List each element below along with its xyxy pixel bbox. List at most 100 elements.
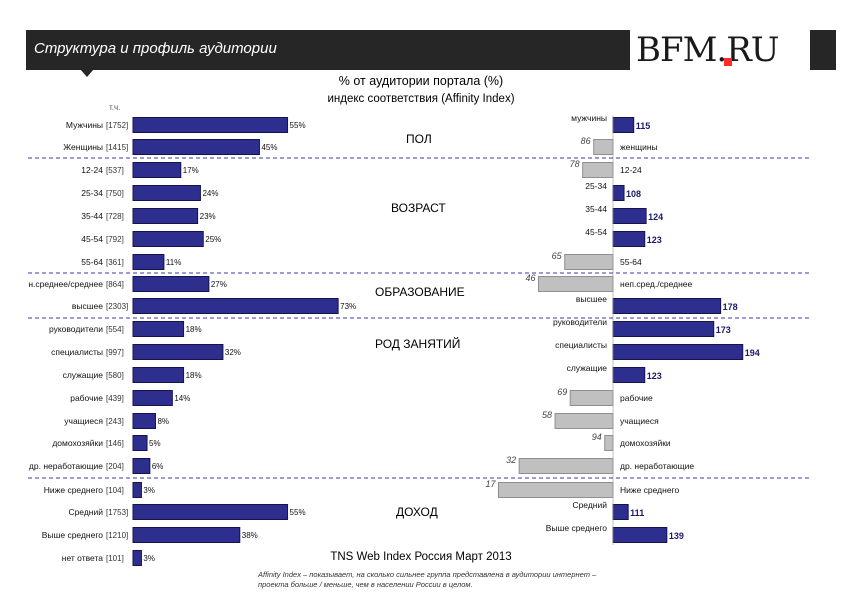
left-bar bbox=[132, 139, 260, 155]
right-category-label: Средний bbox=[572, 500, 607, 510]
left-value-label: 6% bbox=[152, 462, 164, 471]
left-value-label: 11% bbox=[166, 258, 181, 267]
page-title: Структура и профиль аудитории bbox=[34, 40, 277, 57]
right-value-label: 123 bbox=[647, 371, 662, 381]
left-count-label: [997] bbox=[106, 348, 124, 357]
chart-title-share: % от аудитории портала (%) bbox=[338, 74, 504, 88]
right-value-label: 194 bbox=[745, 348, 760, 358]
left-bar bbox=[132, 276, 210, 292]
left-category-label: Средний bbox=[68, 507, 103, 517]
right-bar bbox=[612, 298, 722, 314]
left-value-label: 38% bbox=[242, 531, 258, 540]
left-category-label: н.среднее/среднее bbox=[28, 279, 103, 289]
left-category-label: 45-54 bbox=[81, 234, 103, 244]
right-bar bbox=[554, 413, 614, 429]
left-count-label: [864] bbox=[106, 280, 124, 289]
left-bar bbox=[132, 208, 199, 224]
right-category-label: 55-64 bbox=[620, 257, 642, 267]
right-bar bbox=[612, 208, 647, 224]
left-count-label: [204] bbox=[106, 462, 124, 471]
right-bar bbox=[612, 527, 668, 543]
right-value-label: 58 bbox=[542, 410, 552, 420]
right-bar bbox=[582, 162, 614, 178]
left-category-label: служащие bbox=[63, 370, 104, 380]
source-note: TNS Web Index Россия Март 2013 bbox=[330, 551, 512, 563]
left-count-label: [792] bbox=[106, 235, 124, 244]
left-value-label: 55% bbox=[290, 121, 306, 130]
left-bar bbox=[132, 254, 165, 270]
right-bar bbox=[612, 504, 629, 520]
right-value-label: 111 bbox=[630, 508, 644, 518]
left-category-label: др. неработающие bbox=[29, 461, 103, 471]
left-category-label: 25-34 bbox=[81, 188, 103, 198]
right-category-label: др. неработающие bbox=[620, 461, 694, 471]
bfm-logo: BFM.RU bbox=[636, 30, 779, 70]
left-category-label: 35-44 bbox=[81, 211, 103, 221]
left-bar bbox=[132, 390, 173, 406]
right-bar bbox=[612, 117, 635, 133]
right-value-label: 94 bbox=[592, 432, 602, 442]
left-value-label: 18% bbox=[186, 325, 202, 334]
left-value-label: 24% bbox=[202, 189, 218, 198]
right-bar bbox=[497, 482, 614, 498]
right-value-label: 108 bbox=[626, 189, 641, 199]
left-bar bbox=[132, 321, 185, 337]
right-value-label: 69 bbox=[557, 387, 567, 397]
left-category-label: Ниже среднего bbox=[44, 485, 103, 495]
right-category-label: Выше среднего bbox=[546, 523, 607, 533]
left-category-label: нет ответа bbox=[62, 553, 103, 563]
left-count-label: [1752] bbox=[106, 121, 128, 130]
left-bar bbox=[132, 231, 204, 247]
left-category-label: Выше среднего bbox=[42, 530, 103, 540]
left-bar bbox=[132, 504, 289, 520]
left-category-label: руководители bbox=[49, 324, 103, 334]
right-category-label: Ниже среднего bbox=[620, 485, 679, 495]
tch-label: т.ч. bbox=[109, 103, 121, 112]
left-value-label: 18% bbox=[186, 371, 202, 380]
right-category-label: служащие bbox=[567, 363, 608, 373]
left-count-label: [580] bbox=[106, 371, 124, 380]
section-label: РОД ЗАНЯТИЙ bbox=[375, 336, 460, 351]
right-bar bbox=[612, 231, 646, 247]
right-value-label: 173 bbox=[716, 325, 731, 335]
left-bar bbox=[132, 435, 148, 451]
right-value-label: 17 bbox=[485, 479, 496, 489]
left-value-label: 45% bbox=[261, 143, 277, 152]
left-category-label: Мужчины bbox=[66, 120, 103, 130]
left-bar bbox=[132, 185, 201, 201]
right-value-label: 32 bbox=[506, 455, 516, 465]
left-bar bbox=[132, 527, 241, 543]
left-count-label: [2303] bbox=[106, 302, 128, 311]
left-value-label: 5% bbox=[149, 439, 161, 448]
left-category-label: рабочие bbox=[70, 393, 103, 403]
right-bar bbox=[612, 344, 744, 360]
left-value-label: 55% bbox=[290, 508, 306, 517]
right-value-label: 86 bbox=[581, 136, 591, 146]
right-bar bbox=[604, 435, 614, 451]
right-category-label: специалисты bbox=[555, 340, 607, 350]
left-value-label: 23% bbox=[200, 212, 216, 221]
left-value-label: 32% bbox=[225, 348, 241, 357]
right-category-label: учащиеся bbox=[620, 416, 659, 426]
left-value-label: 8% bbox=[157, 417, 169, 426]
right-bar bbox=[537, 276, 614, 292]
left-count-label: [146] bbox=[106, 439, 124, 448]
left-category-label: 55-64 bbox=[81, 257, 103, 267]
right-bar bbox=[564, 254, 614, 270]
right-value-label: 123 bbox=[647, 235, 662, 245]
left-value-label: 25% bbox=[205, 235, 221, 244]
left-count-label: [104] bbox=[106, 486, 124, 495]
right-value-label: 124 bbox=[648, 212, 663, 222]
left-count-label: [750] bbox=[106, 189, 124, 198]
left-bar bbox=[132, 367, 185, 383]
right-value-label: 139 bbox=[669, 531, 684, 541]
left-value-label: 14% bbox=[174, 394, 190, 403]
left-bar bbox=[132, 162, 182, 178]
left-value-label: 3% bbox=[143, 554, 155, 563]
left-count-label: [1415] bbox=[106, 143, 128, 152]
left-category-label: учащиеся bbox=[64, 416, 103, 426]
left-count-label: [554] bbox=[106, 325, 124, 334]
section-label: ДОХОД bbox=[396, 505, 438, 519]
left-value-label: 3% bbox=[143, 486, 155, 495]
right-bar bbox=[612, 321, 715, 337]
